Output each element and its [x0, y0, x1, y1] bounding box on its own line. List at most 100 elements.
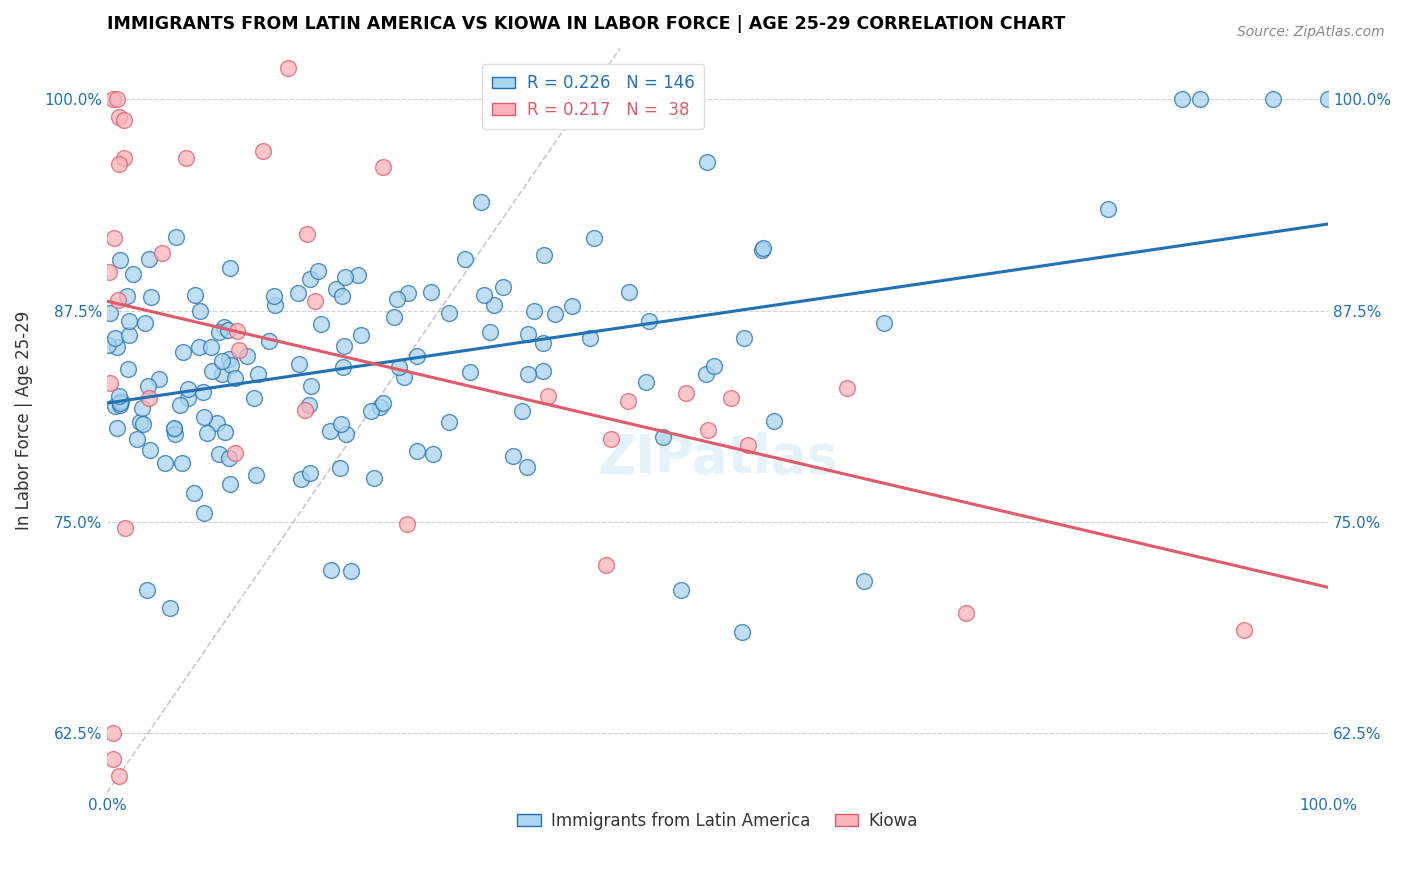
Point	[595, 558, 617, 572]
Point	[853, 574, 876, 589]
Point	[437, 306, 460, 320]
Point	[107, 293, 129, 307]
Point	[388, 360, 411, 375]
Point	[108, 398, 131, 412]
Point	[332, 359, 354, 374]
Point	[675, 386, 697, 401]
Point	[138, 391, 160, 405]
Point	[583, 231, 606, 245]
Point	[201, 363, 224, 377]
Point	[697, 423, 720, 437]
Point	[419, 285, 441, 299]
Point	[98, 376, 121, 390]
Point	[218, 450, 240, 465]
Point	[108, 396, 131, 410]
Point	[118, 327, 141, 342]
Point	[297, 227, 319, 241]
Point	[544, 308, 567, 322]
Point	[104, 331, 127, 345]
Point	[454, 252, 477, 267]
Point	[478, 325, 501, 339]
Point	[193, 385, 215, 400]
Point	[236, 349, 259, 363]
Point	[165, 230, 187, 244]
Point	[163, 422, 186, 436]
Point	[502, 449, 524, 463]
Point	[114, 521, 136, 535]
Point	[669, 582, 692, 597]
Point	[177, 392, 200, 406]
Point	[299, 379, 322, 393]
Point	[298, 398, 321, 412]
Point	[325, 282, 347, 296]
Point	[264, 297, 287, 311]
Point	[1263, 92, 1285, 106]
Point	[484, 298, 506, 312]
Legend: Immigrants from Latin America, Kiowa: Immigrants from Latin America, Kiowa	[510, 805, 924, 837]
Point	[125, 433, 148, 447]
Point	[190, 303, 212, 318]
Point	[247, 367, 270, 381]
Point	[731, 624, 754, 639]
Point	[243, 391, 266, 405]
Point	[837, 381, 859, 395]
Point	[98, 306, 121, 320]
Point	[405, 349, 427, 363]
Point	[439, 415, 461, 429]
Point	[208, 325, 231, 339]
Point	[304, 294, 326, 309]
Point	[212, 320, 235, 334]
Point	[752, 241, 775, 255]
Point	[340, 564, 363, 578]
Point	[129, 415, 152, 429]
Point	[523, 303, 546, 318]
Point	[117, 289, 139, 303]
Point	[172, 456, 194, 470]
Point	[531, 336, 554, 351]
Point	[252, 144, 274, 158]
Point	[177, 382, 200, 396]
Point	[360, 404, 382, 418]
Point	[319, 425, 342, 439]
Point	[105, 421, 128, 435]
Point	[219, 358, 242, 372]
Point	[287, 285, 309, 300]
Point	[652, 430, 675, 444]
Point	[134, 316, 156, 330]
Point	[263, 288, 285, 302]
Point	[460, 365, 482, 379]
Point	[193, 409, 215, 424]
Point	[117, 362, 139, 376]
Point	[321, 563, 343, 577]
Point	[277, 61, 299, 75]
Point	[218, 351, 240, 366]
Point	[533, 248, 555, 262]
Point	[228, 343, 250, 358]
Point	[329, 460, 352, 475]
Point	[703, 359, 725, 373]
Point	[174, 151, 197, 165]
Point	[751, 243, 773, 257]
Point	[108, 157, 131, 171]
Point	[112, 152, 135, 166]
Point	[290, 472, 312, 486]
Point	[112, 112, 135, 127]
Point	[517, 367, 540, 381]
Point	[531, 364, 554, 378]
Point	[470, 195, 492, 210]
Point	[139, 442, 162, 457]
Point	[163, 421, 186, 435]
Point	[155, 456, 177, 470]
Point	[1188, 92, 1211, 106]
Point	[395, 516, 418, 531]
Point	[346, 268, 368, 283]
Point	[219, 476, 242, 491]
Point	[101, 92, 124, 106]
Point	[108, 252, 131, 267]
Point	[516, 327, 538, 342]
Point	[1170, 92, 1192, 106]
Point	[208, 447, 231, 461]
Text: IMMIGRANTS FROM LATIN AMERICA VS KIOWA IN LABOR FORCE | AGE 25-29 CORRELATION CH: IMMIGRANTS FROM LATIN AMERICA VS KIOWA I…	[107, 15, 1066, 33]
Point	[298, 466, 321, 480]
Point	[516, 459, 538, 474]
